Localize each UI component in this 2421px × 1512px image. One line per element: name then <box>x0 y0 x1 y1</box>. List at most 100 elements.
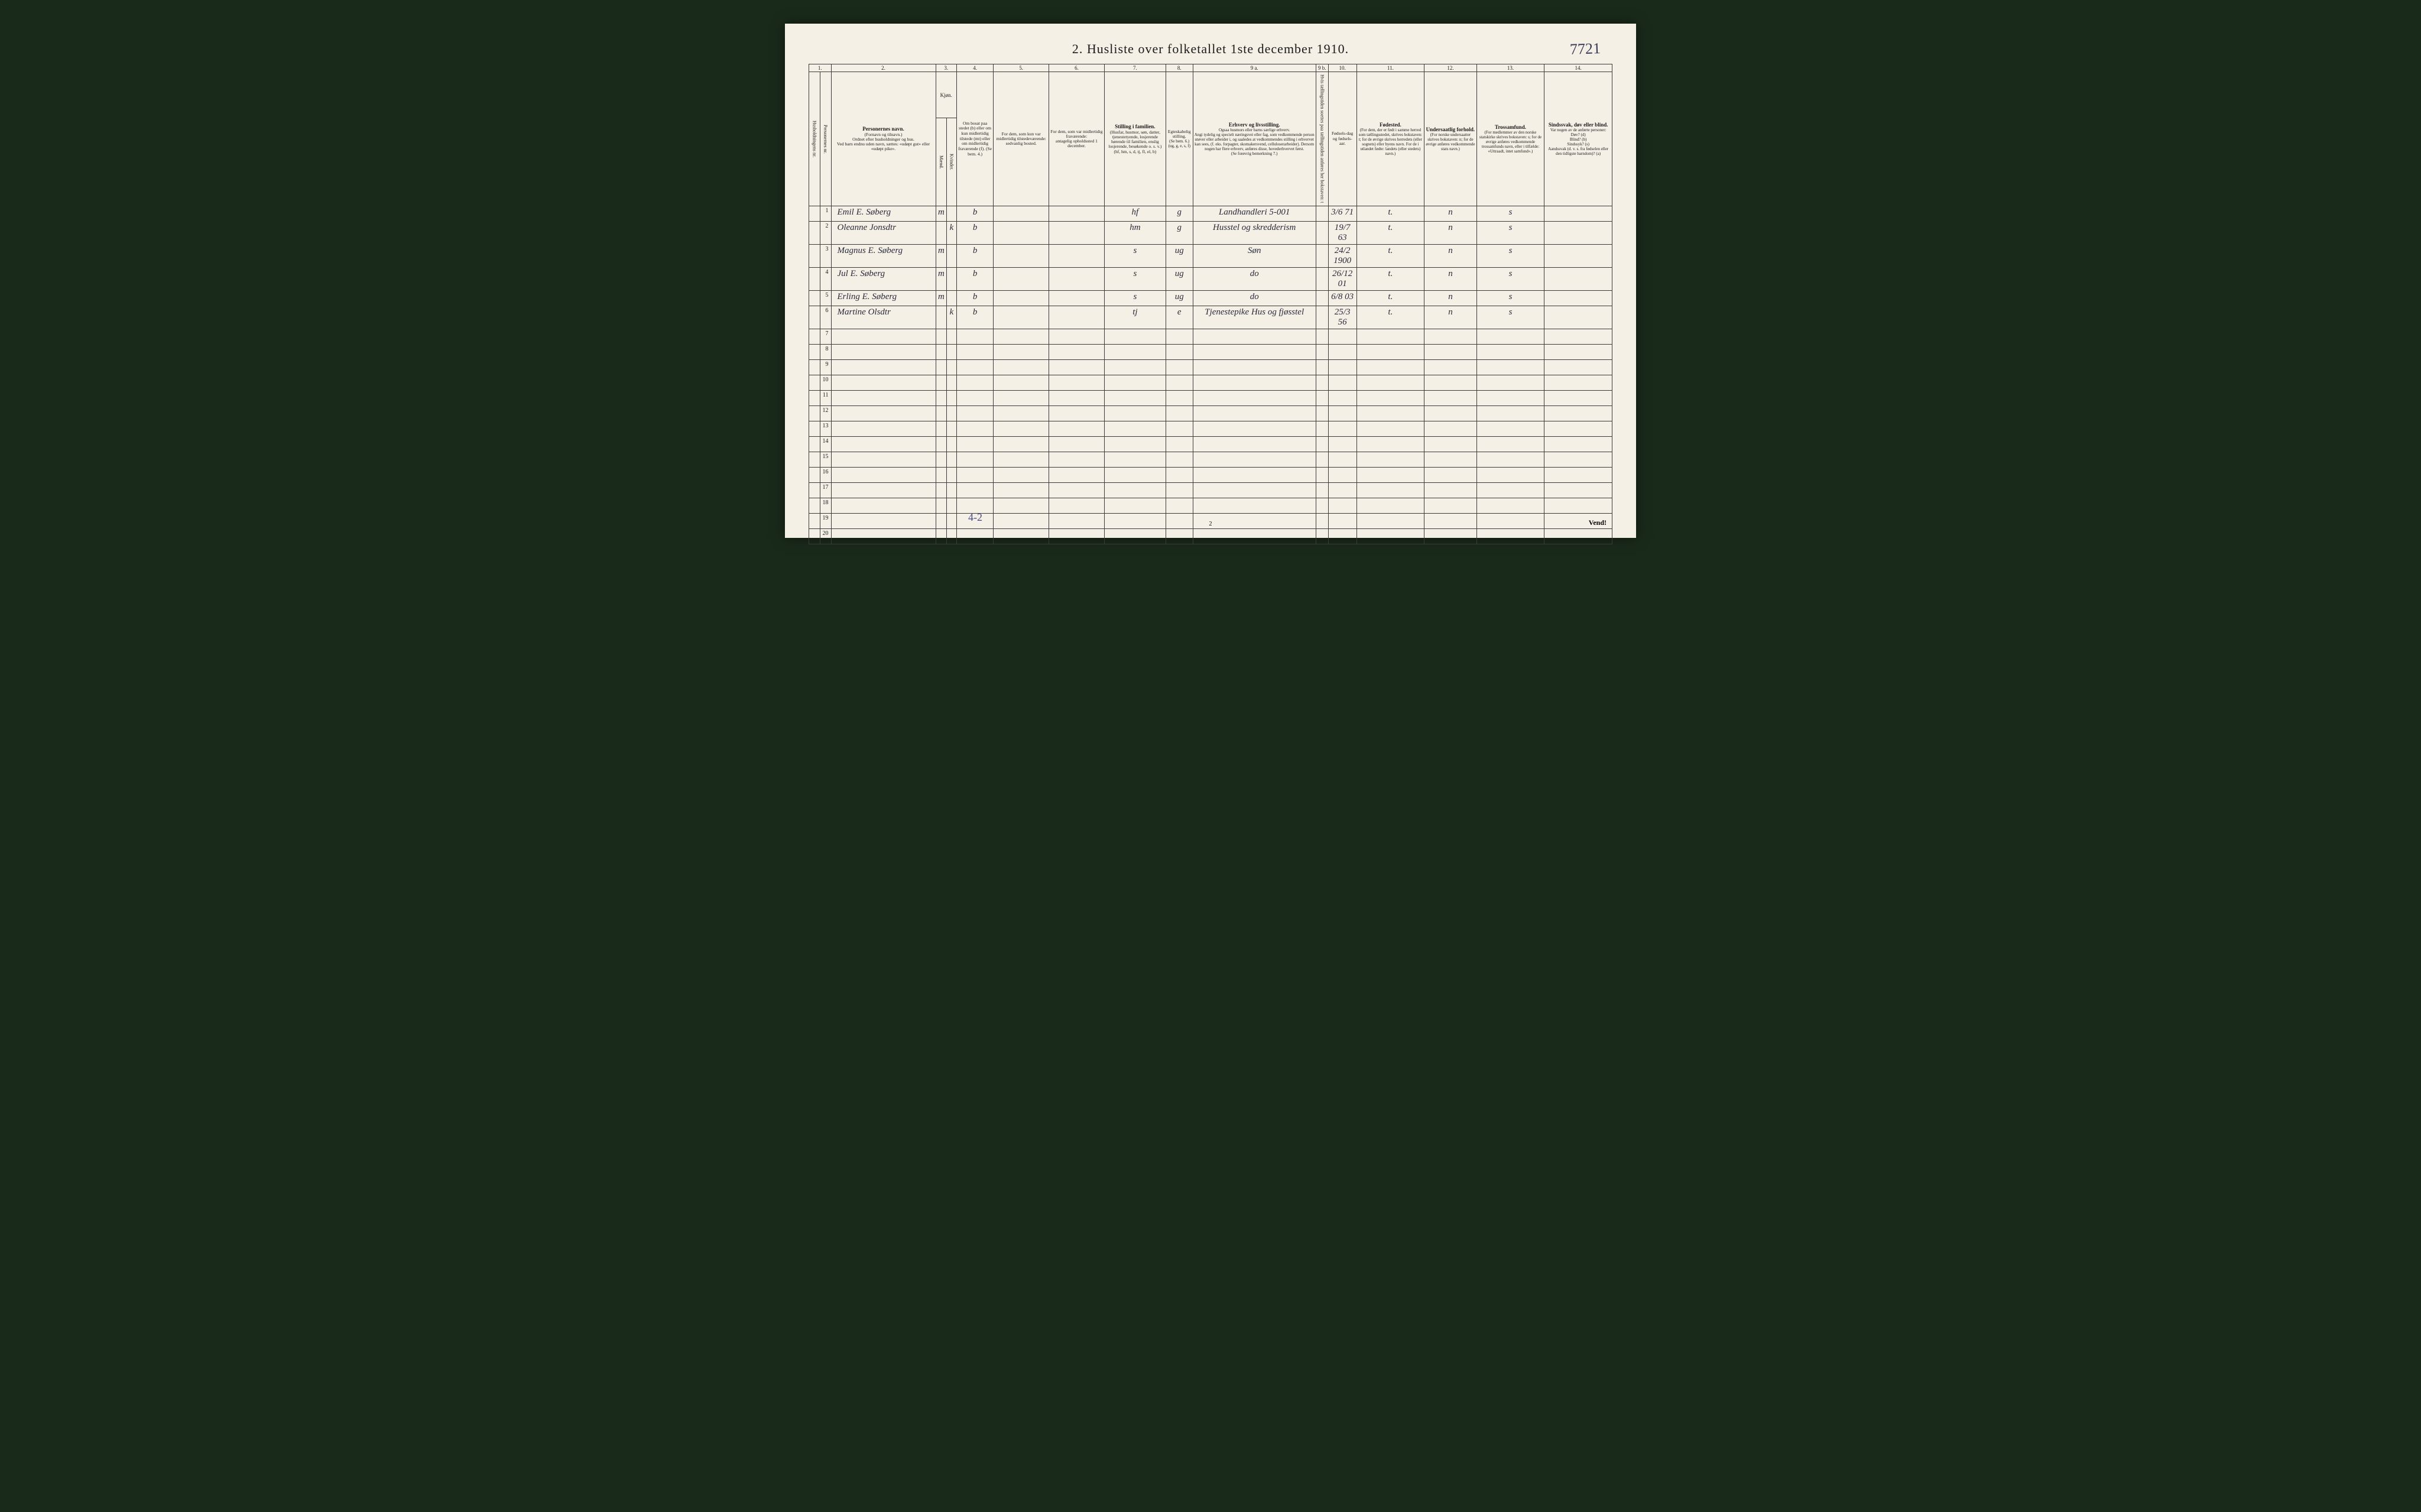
page-title: 2. Husliste over folketallet 1ste decemb… <box>809 41 1612 57</box>
cell-birthdate <box>1328 329 1356 344</box>
cell-temp-present <box>994 498 1049 513</box>
cell-disability <box>1544 329 1612 344</box>
cell-temp-absent <box>1049 436 1105 452</box>
cell-sex-k <box>947 359 957 375</box>
cell-birthplace: t. <box>1356 206 1424 221</box>
cell-household-nr <box>809 436 820 452</box>
hdr-9b: Hvis tællingstiden soettes paa tællingst… <box>1316 72 1328 206</box>
cell-marital <box>1166 452 1193 467</box>
cell-disability <box>1544 221 1612 244</box>
cell-9b <box>1316 267 1328 290</box>
cell-residence <box>956 405 994 421</box>
table-row: 17 <box>809 482 1612 498</box>
hdr-sex: Kjøn. <box>936 72 956 118</box>
cell-family-pos <box>1104 528 1166 544</box>
cell-sex-k <box>947 290 957 306</box>
cell-person-nr: 10 <box>820 375 831 390</box>
cell-temp-present <box>994 528 1049 544</box>
cell-person-nr: 15 <box>820 452 831 467</box>
cell-family-pos <box>1104 467 1166 482</box>
cell-citizenship <box>1424 405 1477 421</box>
cell-household-nr <box>809 528 820 544</box>
cell-sex-k <box>947 467 957 482</box>
cell-household-nr <box>809 290 820 306</box>
cell-citizenship <box>1424 390 1477 405</box>
cell-occupation <box>1193 405 1316 421</box>
cell-name <box>831 329 936 344</box>
cell-person-nr: 8 <box>820 344 831 359</box>
cell-9b <box>1316 329 1328 344</box>
cell-occupation-value: do <box>1250 292 1259 301</box>
cell-disability <box>1544 390 1612 405</box>
cell-person-nr: 7 <box>820 329 831 344</box>
colnum-8: 8. <box>1166 64 1193 72</box>
cell-household-nr <box>809 390 820 405</box>
cell-temp-present <box>994 436 1049 452</box>
cell-religion: s <box>1476 306 1544 329</box>
cell-name <box>831 405 936 421</box>
cell-citizenship-value: n <box>1448 223 1453 232</box>
cell-person-nr: 9 <box>820 359 831 375</box>
hdr-c13-t: Trossamfund. <box>1478 124 1543 130</box>
table-head: 1. 2. 3. 4. 5. 6. 7. 8. 9 a. 9 b. 10. 11… <box>809 64 1612 206</box>
colnum-13: 13. <box>1476 64 1544 72</box>
colnum-1: 1. <box>809 64 832 72</box>
cell-temp-absent <box>1049 267 1105 290</box>
cell-citizenship <box>1424 467 1477 482</box>
cell-citizenship <box>1424 528 1477 544</box>
cell-birthdate-value: 3/6 71 <box>1331 207 1354 217</box>
cell-religion-value: s <box>1509 207 1513 217</box>
cell-sex-k <box>947 344 957 359</box>
cell-residence <box>956 436 994 452</box>
cell-citizenship <box>1424 375 1477 390</box>
cell-religion-value: s <box>1509 223 1513 232</box>
cell-family-pos: s <box>1104 290 1166 306</box>
cell-occupation: do <box>1193 290 1316 306</box>
hdr-c13-s: (For medlemmer av den norske statskirke … <box>1478 130 1543 154</box>
cell-name <box>831 452 936 467</box>
cell-family-pos <box>1104 405 1166 421</box>
cell-religion <box>1476 467 1544 482</box>
cell-residence-value: b <box>973 246 978 255</box>
cell-birthdate-value: 25/3 56 <box>1335 307 1351 327</box>
cell-temp-absent <box>1049 467 1105 482</box>
cell-name: Jul E. Søberg <box>831 267 936 290</box>
cell-marital-value: g <box>1177 207 1182 217</box>
hdr-marital: Egteskabelig stilling. (Se bem. 6.) (ug,… <box>1166 72 1193 206</box>
cell-temp-present <box>994 329 1049 344</box>
cell-sex-m <box>936 390 947 405</box>
cell-birthdate <box>1328 452 1356 467</box>
cell-birthdate-value: 26/12 01 <box>1332 269 1352 288</box>
cell-family-pos <box>1104 421 1166 436</box>
table-row: 11 <box>809 390 1612 405</box>
cell-sex-m <box>936 221 947 244</box>
cell-religion <box>1476 482 1544 498</box>
cell-birthplace: t. <box>1356 221 1424 244</box>
header-row: Husholdningens nr. Personernes nr. Perso… <box>809 72 1612 118</box>
hdr-citizenship: Undersaatlig forhold. (For norske unders… <box>1424 72 1477 206</box>
cell-marital <box>1166 390 1193 405</box>
cell-residence: b <box>956 244 994 267</box>
cell-sex-k <box>947 436 957 452</box>
cell-name: Magnus E. Søberg <box>831 244 936 267</box>
cell-family-pos <box>1104 390 1166 405</box>
cell-citizenship-value: n <box>1448 292 1453 301</box>
cell-9b <box>1316 405 1328 421</box>
hdr-occupation: Erhverv og livsstilling. Ogsaa husmors e… <box>1193 72 1316 206</box>
cell-occupation: Tjenestepike Hus og fjøsstel <box>1193 306 1316 329</box>
cell-family-pos: s <box>1104 244 1166 267</box>
cell-family-pos <box>1104 375 1166 390</box>
cell-birthdate <box>1328 344 1356 359</box>
hdr-birthdate: Fødsels-dag og fødsels-aar. <box>1328 72 1356 206</box>
cell-temp-present <box>994 267 1049 290</box>
cell-occupation <box>1193 329 1316 344</box>
cell-temp-present <box>994 244 1049 267</box>
cell-person-nr: 17 <box>820 482 831 498</box>
cell-temp-absent <box>1049 375 1105 390</box>
cell-family-pos <box>1104 482 1166 498</box>
cell-birthplace <box>1356 482 1424 498</box>
cell-name-value: Jul E. Søberg <box>838 269 885 278</box>
cell-sex-k: k <box>947 221 957 244</box>
cell-birthdate <box>1328 528 1356 544</box>
cell-religion-value: s <box>1509 269 1513 278</box>
